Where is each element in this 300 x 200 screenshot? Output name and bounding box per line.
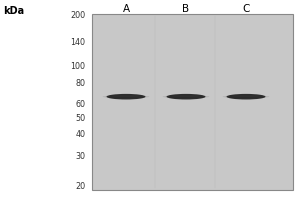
Ellipse shape bbox=[167, 94, 206, 99]
Text: 50: 50 bbox=[75, 114, 85, 123]
Ellipse shape bbox=[163, 95, 209, 98]
Ellipse shape bbox=[226, 94, 266, 99]
Text: 20: 20 bbox=[75, 182, 85, 191]
Ellipse shape bbox=[223, 95, 269, 98]
Text: 140: 140 bbox=[70, 38, 86, 47]
Text: A: A bbox=[122, 4, 130, 14]
Text: 30: 30 bbox=[76, 152, 85, 161]
Text: 80: 80 bbox=[76, 79, 85, 88]
Ellipse shape bbox=[106, 94, 146, 99]
Text: 40: 40 bbox=[76, 130, 85, 139]
Ellipse shape bbox=[171, 95, 201, 97]
Text: kDa: kDa bbox=[3, 6, 24, 16]
Ellipse shape bbox=[111, 95, 141, 97]
Ellipse shape bbox=[231, 95, 261, 97]
Text: 60: 60 bbox=[76, 100, 85, 109]
Text: 200: 200 bbox=[70, 11, 86, 20]
Ellipse shape bbox=[103, 95, 149, 98]
Text: B: B bbox=[182, 4, 190, 14]
Text: 100: 100 bbox=[70, 62, 86, 71]
Bar bbox=[92, 14, 292, 190]
Text: C: C bbox=[242, 4, 250, 14]
